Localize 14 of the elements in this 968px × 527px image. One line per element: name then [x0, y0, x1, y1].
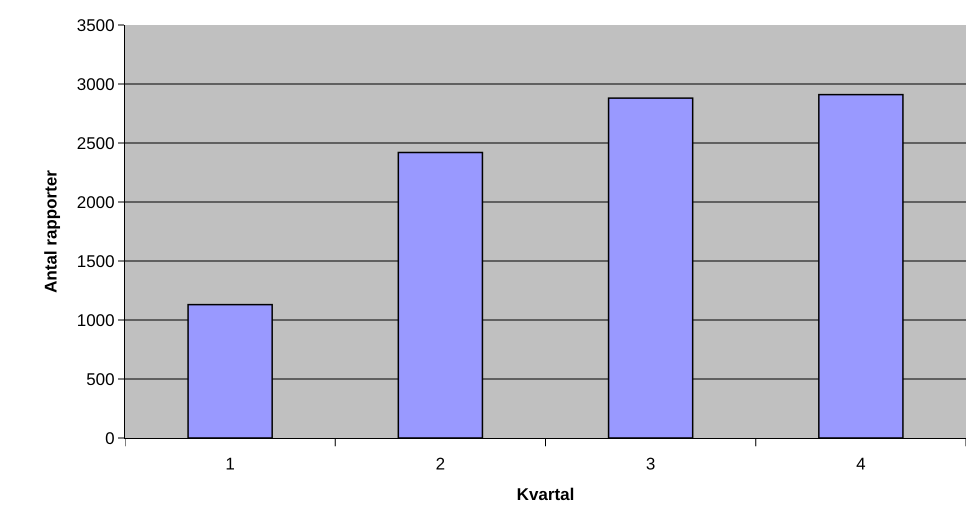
y-tick-label: 3500 — [76, 16, 115, 35]
y-tick-label: 1000 — [76, 310, 115, 330]
x-axis-title: Kvartal — [516, 484, 574, 504]
y-tick-label: 0 — [105, 428, 115, 448]
x-tick-label: 4 — [856, 454, 866, 474]
x-tick-label: 1 — [225, 454, 235, 474]
y-axis-title: Antal rapporter — [41, 170, 60, 293]
y-tick-label: 1500 — [76, 252, 115, 271]
x-tick-label: 2 — [436, 454, 446, 474]
x-tick-label: 3 — [646, 454, 656, 474]
y-tick-label: 2500 — [76, 134, 115, 153]
y-tick-label: 500 — [86, 370, 115, 389]
y-tick-label: 2000 — [76, 192, 115, 212]
y-tick-label: 3000 — [76, 74, 115, 94]
